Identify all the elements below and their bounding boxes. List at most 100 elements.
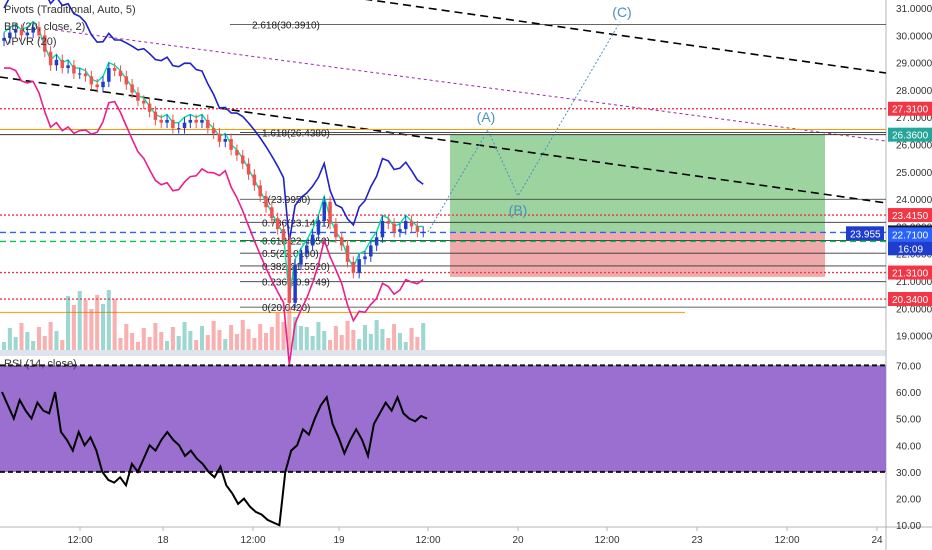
volume-bar [316,322,321,350]
candle-body [380,220,385,238]
bb-legend[interactable]: BB (20, close, 2) [4,21,86,33]
volume-bar [287,308,292,350]
candle-body [409,220,414,227]
position-badge [846,226,884,241]
rsi-band [0,365,886,472]
volume-bar [83,300,88,350]
candle-body [95,84,99,88]
candle-body [404,220,408,230]
trend-lines[interactable] [0,0,887,313]
volume-bar [374,320,379,350]
fib-level-label: 2.618(30.3910) [252,21,320,32]
volume-bar [7,328,12,350]
time-tick-label: 12:00 [415,535,440,546]
volume-bar [66,296,71,350]
volume-bar [77,291,82,350]
time-axis[interactable]: 12:00 18 12:00 19 12:00 20 12:00 23 12:00 24 [67,527,883,546]
volume-bar [258,324,263,350]
wave-label: (C) [612,4,631,20]
time-tick-label: 19 [333,535,345,546]
volume-bar [386,338,391,350]
trendline-purple [54,29,887,142]
price-badge [888,265,932,280]
volume-bar [71,305,76,350]
price-tick-label: 24.0000 [896,195,932,206]
candle-body [171,119,175,129]
pane-separator [0,350,932,356]
candle-body [270,207,274,219]
volume-bar [165,341,170,350]
candle-body [124,76,129,85]
rsi-tick-label: 50.00 [896,415,921,426]
position-label: 23.955 [850,229,881,240]
price-tick-label: 25.0000 [896,168,932,179]
time-tick-label: 24 [871,535,883,546]
volume-bar [263,333,269,350]
candle-body [357,259,361,273]
position-zones[interactable] [450,134,825,277]
volume-bar [345,321,350,350]
time-tick-label: 23 [691,535,703,546]
volume-bar [234,334,239,350]
volume-bar [211,321,216,350]
volume-bar [351,330,356,350]
candle-body [153,111,158,120]
volume-bar [333,326,338,350]
candle-body [136,92,140,101]
price-tick-label: 21.0000 [896,277,932,288]
volume-bar [31,341,36,350]
price-badge [888,292,932,307]
rsi-pane[interactable]: 70.00 60.00 50.00 40.00 30.00 20.00 10.00 [0,361,921,532]
elliott-waves[interactable]: (A) (B) (C) [427,4,632,233]
candle-body [369,245,373,257]
time-tick-label: 12:00 [594,535,619,546]
candle-body [89,76,94,85]
volume-bar [124,324,129,350]
volume-bar [409,328,414,350]
pivots-legend[interactable]: Pivots (Traditional, Auto, 5) [4,4,136,16]
volume-bar [223,339,228,350]
volume-bar [269,327,274,350]
fib-level-label: 0(20.0420) [262,303,310,314]
candlesticks [2,21,425,309]
volume-bar [293,317,298,350]
candle-body [31,27,35,33]
price-tick-label: 20.0000 [896,304,932,315]
price-badge-label: 26.3600 [892,131,929,142]
volume-bar [339,335,344,350]
rsi-legend[interactable]: RSI (14, close) [4,358,77,370]
rsi-tick-label: 60.00 [896,388,921,399]
candle-body [316,220,321,235]
volume-bar [229,325,234,350]
volume-bar [421,323,426,350]
candle-body [66,65,70,69]
fib-level-label: 1.618(26.4380) [262,129,330,140]
candle-body [339,237,344,246]
volume-bar [48,322,53,350]
candle-body [176,128,181,130]
volume-bar [176,336,181,350]
candle-body [2,38,6,41]
candle-body [159,119,163,123]
price-axis[interactable]: 31.0000 30.0000 29.0000 28.0000 27.0000 26.00… [846,4,932,343]
time-tick-label: 12:00 [240,535,265,546]
candle-body [19,29,24,36]
volume-bar [42,336,47,350]
candle-body [13,29,18,33]
volume-bar [19,323,24,350]
volume-bar [95,295,100,350]
pivot-lines[interactable] [0,108,886,300]
candle-body [83,73,88,77]
volume-bar [397,333,402,350]
volume-bar [380,329,385,350]
volume-bar [13,337,18,350]
vpvr-legend[interactable]: VPVR (20) [4,36,57,48]
candle-body [43,35,47,52]
candle-body [118,70,123,77]
price-badge [888,227,932,242]
bb-upper [3,0,424,242]
loss-zone [450,232,825,277]
bb-basis [3,20,424,298]
price-tick-label: 31.0000 [896,4,932,15]
